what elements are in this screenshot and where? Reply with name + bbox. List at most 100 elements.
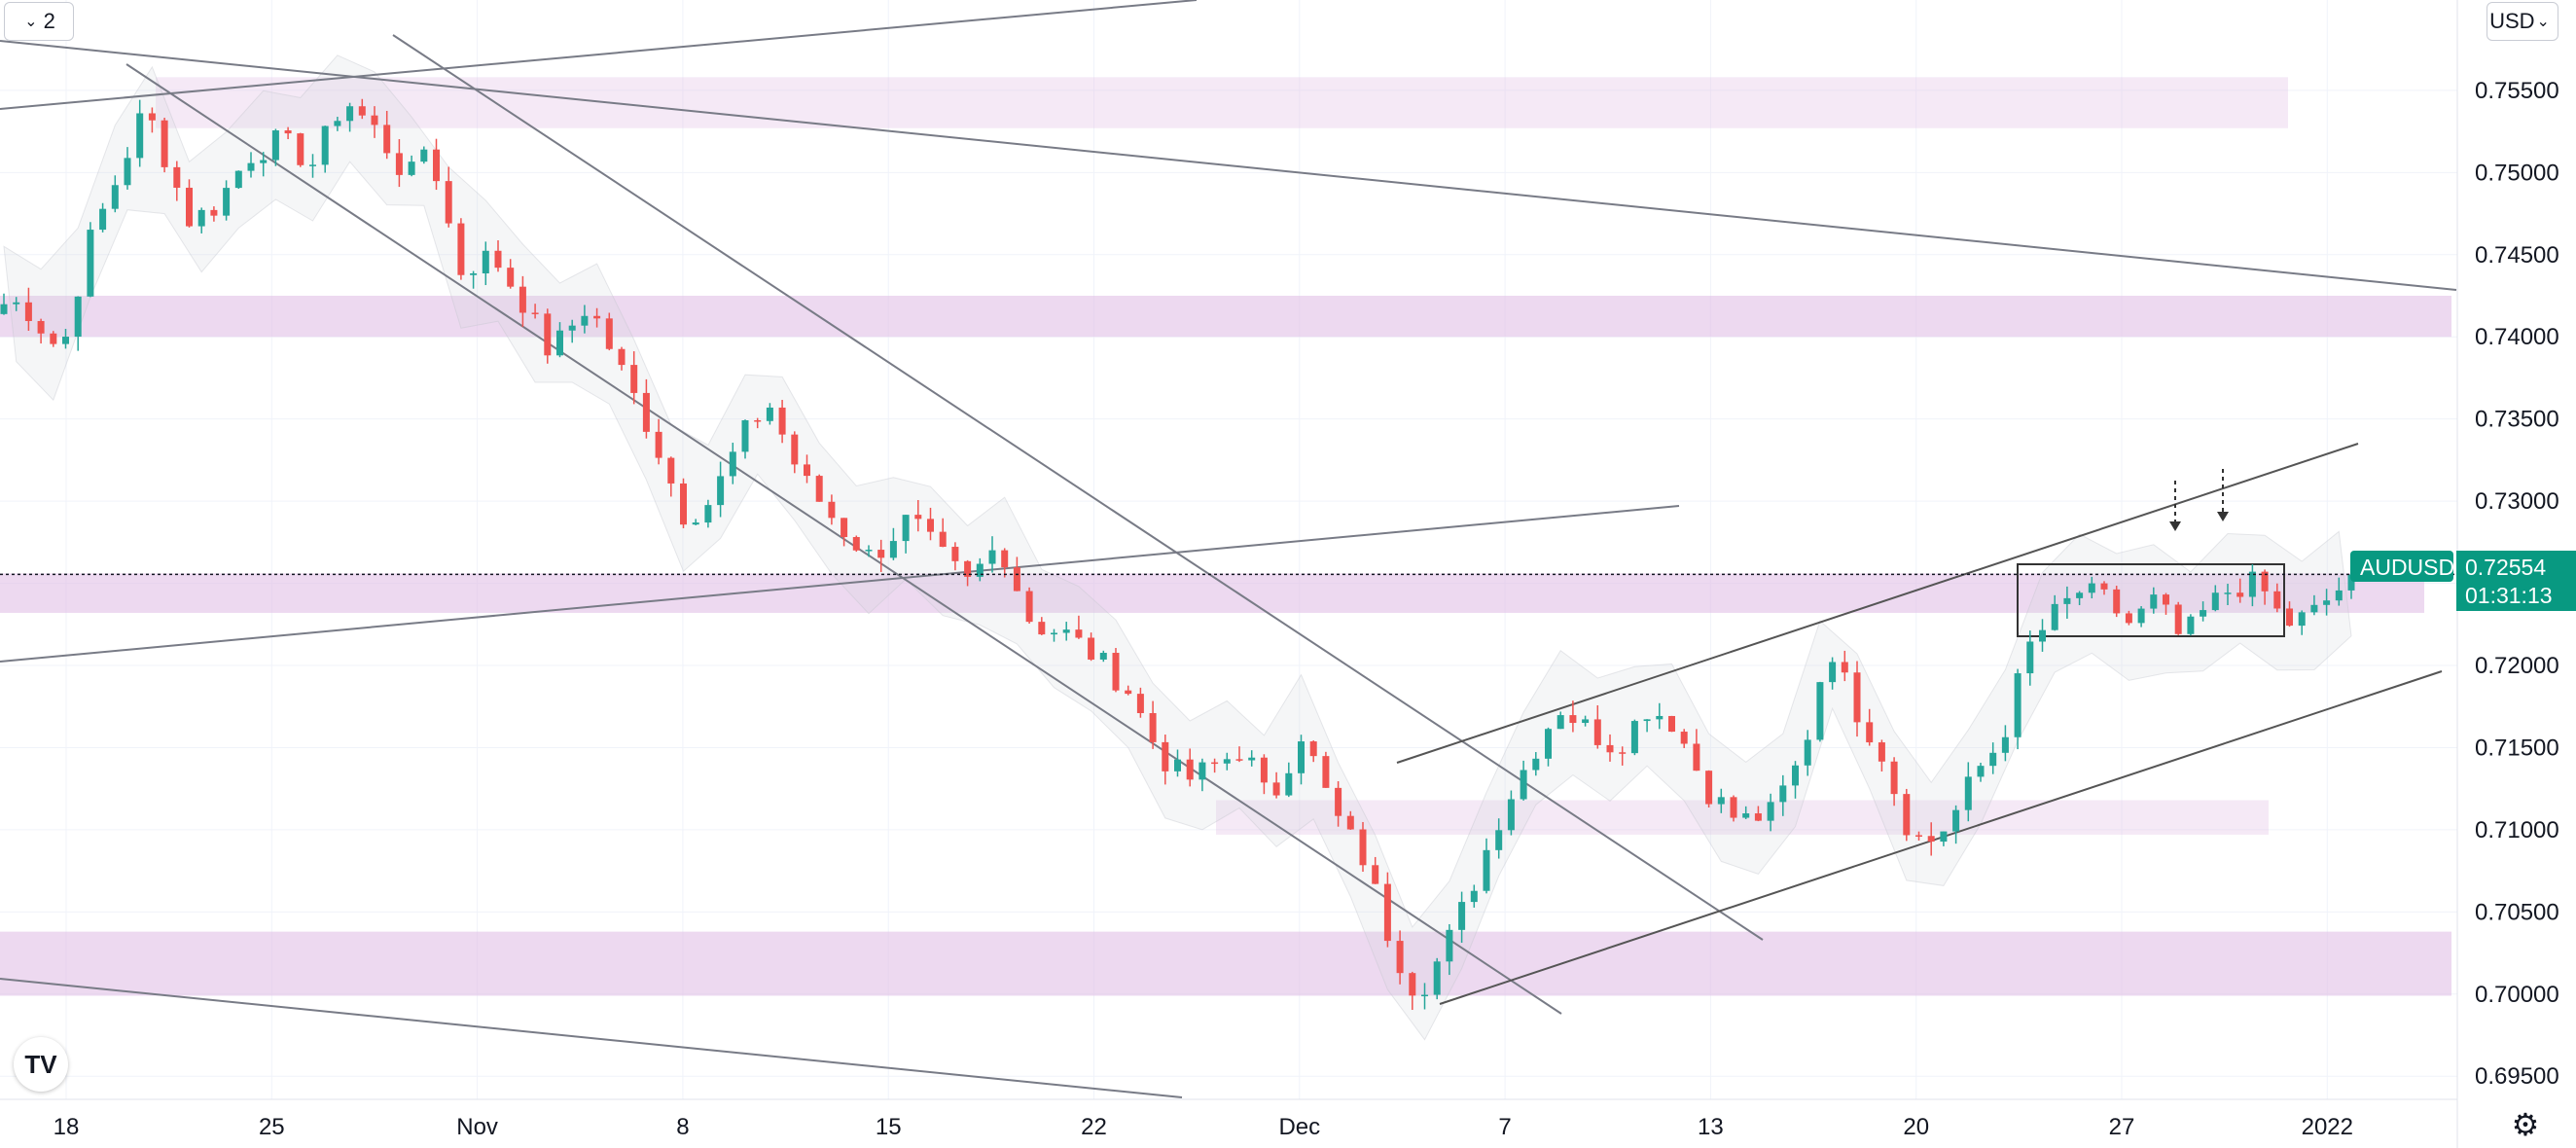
candle: [0, 293, 8, 315]
channel-line: [1396, 443, 2359, 764]
candle: [1112, 648, 1120, 693]
candle: [99, 202, 107, 233]
y-tick-label: 0.73500: [2475, 407, 2559, 433]
candle-body: [1989, 752, 1997, 767]
candle-body: [593, 315, 601, 319]
candle-body: [457, 223, 465, 275]
candle-body: [902, 515, 910, 542]
currency-dropdown[interactable]: USD ⌄: [2487, 2, 2558, 41]
candle-body: [2347, 574, 2355, 591]
candle: [1483, 838, 1490, 894]
candle: [1767, 793, 1774, 832]
gear-icon[interactable]: ⚙: [2511, 1107, 2540, 1142]
candle: [778, 400, 786, 444]
candle-body: [1112, 653, 1120, 691]
candle-body: [1582, 719, 1590, 724]
candle-body: [1446, 929, 1453, 962]
candle-body: [271, 130, 279, 161]
candle-body: [519, 286, 526, 313]
candle-body: [642, 392, 650, 432]
candle-body: [1051, 632, 1057, 635]
candle-body: [1248, 757, 1256, 761]
candle-body: [445, 181, 452, 224]
candle-body: [630, 365, 638, 393]
candle-body: [2039, 629, 2046, 642]
trend-line: [0, 0, 1198, 110]
candle-body: [2310, 604, 2318, 613]
candle-body: [889, 541, 897, 558]
y-tick-label: 0.70500: [2475, 899, 2559, 925]
candle: [161, 117, 168, 173]
candle-body: [1272, 782, 1280, 796]
candle-body: [494, 250, 502, 269]
candle-body: [1643, 719, 1651, 722]
candle: [297, 132, 304, 167]
candle: [260, 152, 268, 177]
trend-line: [0, 40, 2457, 291]
candle: [2335, 577, 2343, 606]
y-tick-label: 0.71500: [2475, 735, 2559, 761]
symbol-label-bg: [2350, 551, 2453, 582]
candle-body: [124, 158, 131, 186]
support-resistance-zone: [0, 573, 2424, 613]
candle: [507, 259, 515, 289]
candle-body: [1816, 682, 1824, 740]
candle: [2224, 584, 2232, 606]
candle-body: [1162, 741, 1169, 771]
candle-body: [433, 149, 440, 182]
candle: [1593, 704, 1601, 749]
candle-body: [1853, 672, 1861, 723]
candle-body: [680, 483, 687, 525]
price-axis[interactable]: 0.69500 0.70000 0.70500 0.71000 0.71500 0.720…: [2456, 0, 2559, 1148]
interval-dropdown[interactable]: ⌄ 2: [4, 2, 74, 41]
candle-body: [297, 133, 304, 165]
candle: [37, 318, 45, 344]
consolidation-box: [2017, 563, 2285, 637]
y-tick-label: 0.72000: [2475, 653, 2559, 679]
symbol-price-tag: AUDUSD 0.72554 01:31:13: [2350, 551, 2576, 611]
tradingview-logo-icon[interactable]: TV: [14, 1037, 68, 1092]
candle: [2187, 614, 2195, 636]
candle: [1136, 687, 1144, 718]
candle-body: [74, 296, 82, 338]
candle: [1680, 729, 1688, 748]
candle-body: [2088, 583, 2095, 593]
candle-body: [470, 273, 478, 275]
candle-body: [2236, 592, 2244, 597]
candle: [1223, 752, 1231, 771]
time-axis[interactable]: 18 25 Nov 8 15 22 Dec 7 13 20 27 2022: [0, 1098, 2457, 1140]
candle-body: [964, 560, 972, 577]
candle-body: [2224, 592, 2232, 594]
candle: [1298, 735, 1305, 785]
candle-body: [1545, 729, 1552, 759]
candle-body: [1977, 766, 1985, 777]
candle-body: [1619, 752, 1627, 754]
chevron-down-icon: ⌄: [2536, 14, 2550, 30]
candle: [1409, 971, 1416, 1011]
candle: [914, 500, 922, 532]
candle: [2051, 594, 2058, 631]
candle: [1396, 930, 1404, 985]
x-tick-label: 7: [1498, 1114, 1511, 1140]
y-tick-label: 0.74000: [2475, 324, 2559, 350]
candle: [223, 180, 231, 221]
candle-body: [186, 187, 193, 227]
candle: [1149, 700, 1157, 749]
price-label-bg: [2456, 551, 2576, 611]
candle: [889, 527, 897, 560]
candle: [1211, 758, 1219, 773]
candle: [988, 536, 996, 573]
candle-body: [2273, 591, 2281, 609]
candle-body: [2076, 592, 2084, 598]
candle-body: [1730, 797, 1737, 818]
candle-body: [1940, 831, 1948, 843]
symbol-label: AUDUSD: [2360, 555, 2454, 580]
candle: [852, 535, 860, 553]
candle-body: [284, 130, 292, 134]
candle: [1940, 831, 1948, 846]
support-resistance-zone: [0, 296, 2451, 338]
candle: [2063, 586, 2071, 619]
candle: [1446, 923, 1453, 976]
candle: [1643, 719, 1651, 733]
